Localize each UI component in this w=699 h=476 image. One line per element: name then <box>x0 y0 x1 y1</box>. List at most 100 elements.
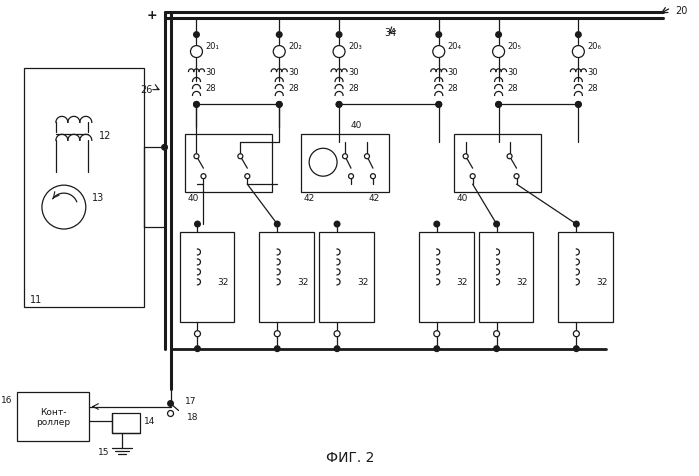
Text: 28: 28 <box>288 84 299 93</box>
Bar <box>185 135 272 193</box>
Text: 40: 40 <box>187 193 199 202</box>
Circle shape <box>433 47 445 59</box>
Circle shape <box>42 186 86 229</box>
Text: 20₁: 20₁ <box>206 42 219 51</box>
Bar <box>17 392 89 441</box>
Bar <box>112 414 140 434</box>
Bar <box>24 69 143 307</box>
Text: 30: 30 <box>206 68 216 77</box>
Text: 16: 16 <box>1 395 12 404</box>
Circle shape <box>493 47 505 59</box>
Circle shape <box>343 154 347 159</box>
Circle shape <box>245 174 250 179</box>
Circle shape <box>434 222 440 228</box>
Circle shape <box>334 346 340 352</box>
Circle shape <box>194 33 199 38</box>
Circle shape <box>276 102 282 108</box>
Circle shape <box>436 33 442 38</box>
Circle shape <box>194 102 199 108</box>
Circle shape <box>575 102 581 108</box>
Circle shape <box>370 174 375 179</box>
Bar <box>319 233 374 322</box>
Text: 30: 30 <box>507 68 518 77</box>
Circle shape <box>194 154 199 159</box>
Text: 14: 14 <box>143 416 155 425</box>
Circle shape <box>336 33 342 38</box>
Bar <box>419 233 474 322</box>
Text: 20₃: 20₃ <box>348 42 362 51</box>
Circle shape <box>507 154 512 159</box>
Circle shape <box>575 33 581 38</box>
Circle shape <box>493 346 499 352</box>
Text: 20₄: 20₄ <box>448 42 462 51</box>
Circle shape <box>273 47 285 59</box>
Text: 20₆: 20₆ <box>587 42 601 51</box>
Text: 34: 34 <box>384 28 397 38</box>
Circle shape <box>275 346 280 352</box>
Circle shape <box>274 331 280 337</box>
Text: 20₂: 20₂ <box>288 42 302 51</box>
Text: 20₅: 20₅ <box>507 42 521 51</box>
Circle shape <box>572 47 584 59</box>
Circle shape <box>194 331 201 337</box>
Text: 30: 30 <box>288 68 299 77</box>
Text: 20: 20 <box>675 6 687 16</box>
Circle shape <box>434 331 440 337</box>
Circle shape <box>364 154 370 159</box>
Text: 40: 40 <box>351 120 362 129</box>
Circle shape <box>514 174 519 179</box>
Circle shape <box>168 401 173 407</box>
Text: 12: 12 <box>99 131 111 141</box>
Circle shape <box>168 411 173 416</box>
Circle shape <box>470 174 475 179</box>
Text: 15: 15 <box>99 447 110 456</box>
Circle shape <box>334 222 340 228</box>
Text: 28: 28 <box>448 84 459 93</box>
Circle shape <box>434 346 440 352</box>
Text: 32: 32 <box>456 278 468 287</box>
Text: 28: 28 <box>348 84 359 93</box>
Bar <box>301 135 389 193</box>
Bar <box>559 233 613 322</box>
Text: 30: 30 <box>448 68 459 77</box>
Circle shape <box>336 102 342 108</box>
Text: 42: 42 <box>303 193 315 202</box>
Bar <box>479 233 533 322</box>
Text: 28: 28 <box>587 84 598 93</box>
Text: 32: 32 <box>297 278 308 287</box>
Text: 40: 40 <box>456 193 468 202</box>
Text: +: + <box>147 9 157 22</box>
Circle shape <box>436 102 442 108</box>
Circle shape <box>276 33 282 38</box>
Text: 17: 17 <box>185 396 196 405</box>
Text: 26: 26 <box>140 85 152 95</box>
Circle shape <box>496 102 501 108</box>
Circle shape <box>195 346 201 352</box>
Circle shape <box>574 346 579 352</box>
Bar <box>180 233 234 322</box>
Text: Конт-
роллер: Конт- роллер <box>36 407 70 426</box>
Circle shape <box>496 33 501 38</box>
Text: 28: 28 <box>507 84 518 93</box>
Text: 32: 32 <box>596 278 607 287</box>
Text: 30: 30 <box>587 68 598 77</box>
Text: 13: 13 <box>92 193 104 203</box>
Text: 42: 42 <box>369 193 380 202</box>
Bar <box>454 135 542 193</box>
Text: 32: 32 <box>357 278 368 287</box>
Text: 11: 11 <box>30 294 42 304</box>
Text: 30: 30 <box>348 68 359 77</box>
Circle shape <box>574 222 579 228</box>
Text: 18: 18 <box>187 412 198 421</box>
Circle shape <box>493 222 499 228</box>
Circle shape <box>336 102 342 108</box>
Text: ФИГ. 2: ФИГ. 2 <box>326 450 374 465</box>
Circle shape <box>238 154 243 159</box>
Circle shape <box>463 154 468 159</box>
Circle shape <box>493 331 500 337</box>
Circle shape <box>436 102 442 108</box>
Circle shape <box>201 174 206 179</box>
Text: 32: 32 <box>517 278 528 287</box>
Circle shape <box>191 47 203 59</box>
Circle shape <box>161 145 167 151</box>
